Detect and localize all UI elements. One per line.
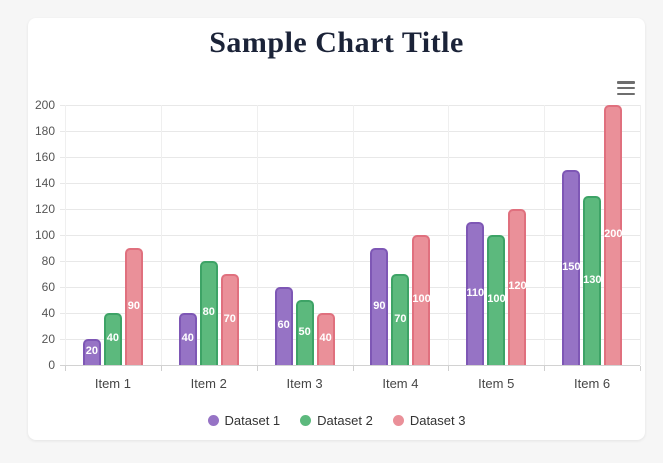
bar-value-label: 100 bbox=[487, 293, 506, 305]
bar-value-label: 80 bbox=[202, 306, 215, 318]
chart-card: Sample Chart Title 0 20 40 60 80 100 120 140 160… bbox=[28, 18, 645, 440]
x-axis-tick bbox=[256, 366, 258, 371]
gridline-x-boundary bbox=[65, 105, 66, 365]
bar-dataset3-item3[interactable] bbox=[316, 313, 335, 365]
y-axis-tick-label: 120 bbox=[34, 202, 55, 216]
x-axis-category-label: Item 3 bbox=[286, 376, 323, 391]
bar-dataset2-item6[interactable] bbox=[583, 196, 602, 365]
x-axis-category-label: Item 4 bbox=[382, 376, 419, 391]
legend-label: Dataset 3 bbox=[409, 413, 466, 428]
x-axis-category-label: Item 2 bbox=[190, 376, 227, 391]
gridline-y-140 bbox=[60, 183, 640, 184]
legend-item-dataset-3[interactable]: Dataset 3 bbox=[392, 413, 466, 428]
bar-dataset3-item5[interactable] bbox=[508, 209, 527, 365]
bar-value-label: 50 bbox=[298, 325, 311, 338]
hamburger-menu-icon[interactable] bbox=[617, 81, 635, 95]
gridline-y-40 bbox=[60, 313, 640, 314]
legend-item-dataset-1[interactable]: Dataset 1 bbox=[207, 413, 281, 428]
hamburger-line bbox=[617, 92, 635, 95]
bar-value-label: 70 bbox=[223, 312, 236, 325]
gridline-x-boundary bbox=[160, 105, 162, 365]
x-axis-tick bbox=[544, 366, 546, 371]
y-axis-tick-label: 0 bbox=[48, 358, 55, 372]
gridline-x-boundary bbox=[352, 105, 354, 365]
bar-value-label: 120 bbox=[508, 280, 527, 292]
legend-item-dataset-2[interactable]: Dataset 2 bbox=[300, 413, 373, 428]
y-axis-tick-label: 200 bbox=[34, 98, 55, 112]
bar-dataset3-item4[interactable] bbox=[412, 235, 431, 365]
bar-dataset3-item1[interactable] bbox=[124, 248, 143, 365]
y-axis-tick-label: 180 bbox=[34, 124, 55, 138]
legend-dot-icon bbox=[300, 415, 312, 426]
x-axis-tick bbox=[160, 366, 162, 371]
bar-dataset2-item3[interactable] bbox=[295, 300, 314, 365]
bar-value-label: 110 bbox=[466, 286, 485, 299]
gridline-y-100 bbox=[60, 235, 640, 236]
bar-dataset3-item2[interactable] bbox=[220, 274, 239, 365]
legend-dot-icon bbox=[207, 415, 219, 426]
hamburger-line bbox=[617, 81, 635, 84]
bar-dataset1-item3[interactable] bbox=[274, 287, 293, 365]
y-axis-tick-label: 60 bbox=[41, 280, 55, 294]
bar-value-label: 150 bbox=[562, 260, 581, 273]
legend-dot-icon bbox=[392, 415, 404, 426]
bar-value-label: 70 bbox=[394, 312, 407, 325]
gridline-y-20 bbox=[60, 339, 640, 340]
y-axis-tick-label: 160 bbox=[34, 150, 55, 164]
bar-dataset2-item1[interactable] bbox=[103, 313, 122, 365]
bar-dataset2-item2[interactable] bbox=[199, 261, 218, 365]
gridline-y-160 bbox=[60, 157, 640, 158]
bar-value-label: 130 bbox=[583, 273, 602, 286]
bar-dataset1-item6[interactable] bbox=[562, 170, 581, 365]
bar-value-label: 40 bbox=[181, 332, 194, 344]
bar-dataset2-item5[interactable] bbox=[487, 235, 506, 365]
x-axis-tick bbox=[352, 366, 354, 371]
x-axis-category-label: Item 6 bbox=[574, 376, 611, 391]
gridline-y-60 bbox=[60, 287, 640, 288]
bar-dataset3-item6[interactable] bbox=[604, 105, 623, 365]
bar-value-label: 60 bbox=[277, 319, 290, 331]
bar-dataset1-item5[interactable] bbox=[466, 222, 485, 365]
x-axis-tick bbox=[448, 366, 450, 371]
y-axis-tick-label: 80 bbox=[41, 254, 55, 268]
bar-value-label: 90 bbox=[127, 299, 141, 312]
gridline-y-200 bbox=[60, 105, 640, 106]
bar-value-label: 90 bbox=[373, 299, 386, 312]
chart-title: Sample Chart Title bbox=[209, 26, 464, 59]
bar-value-label: 200 bbox=[604, 228, 623, 240]
legend-label: Dataset 2 bbox=[317, 413, 373, 428]
bar-value-label: 40 bbox=[106, 332, 120, 344]
bar-dataset1-item1[interactable] bbox=[82, 339, 101, 365]
bar-dataset2-item4[interactable] bbox=[391, 274, 410, 365]
y-axis-tick-label: 20 bbox=[41, 332, 55, 346]
chart-legend: Dataset 1 Dataset 2 Dataset 3 bbox=[28, 413, 645, 428]
bar-dataset1-item2[interactable] bbox=[178, 313, 197, 365]
legend-label: Dataset 1 bbox=[224, 413, 281, 428]
gridline-x-boundary bbox=[448, 105, 450, 365]
y-axis-tick-label: 40 bbox=[41, 306, 55, 320]
y-axis-tick-label: 140 bbox=[34, 176, 55, 190]
gridline-y-180 bbox=[60, 131, 640, 132]
bar-value-label: 20 bbox=[85, 345, 99, 357]
bar-value-label: 100 bbox=[412, 293, 431, 305]
gridline-y-120 bbox=[60, 209, 640, 210]
gridline-x-boundary bbox=[544, 105, 546, 365]
x-axis-tick bbox=[640, 366, 641, 371]
gridline-y-80 bbox=[60, 261, 640, 262]
bar-dataset1-item4[interactable] bbox=[370, 248, 389, 365]
x-axis-tick bbox=[65, 366, 66, 371]
bar-value-label: 40 bbox=[319, 332, 332, 344]
gridline-x-boundary bbox=[640, 105, 641, 365]
y-axis-tick-label: 100 bbox=[34, 228, 55, 242]
gridline-y-0 bbox=[60, 365, 640, 366]
x-axis-category-label: Item 1 bbox=[94, 376, 131, 391]
x-axis-category-label: Item 5 bbox=[478, 376, 515, 391]
hamburger-line bbox=[617, 86, 635, 90]
gridline-x-boundary bbox=[256, 105, 258, 365]
